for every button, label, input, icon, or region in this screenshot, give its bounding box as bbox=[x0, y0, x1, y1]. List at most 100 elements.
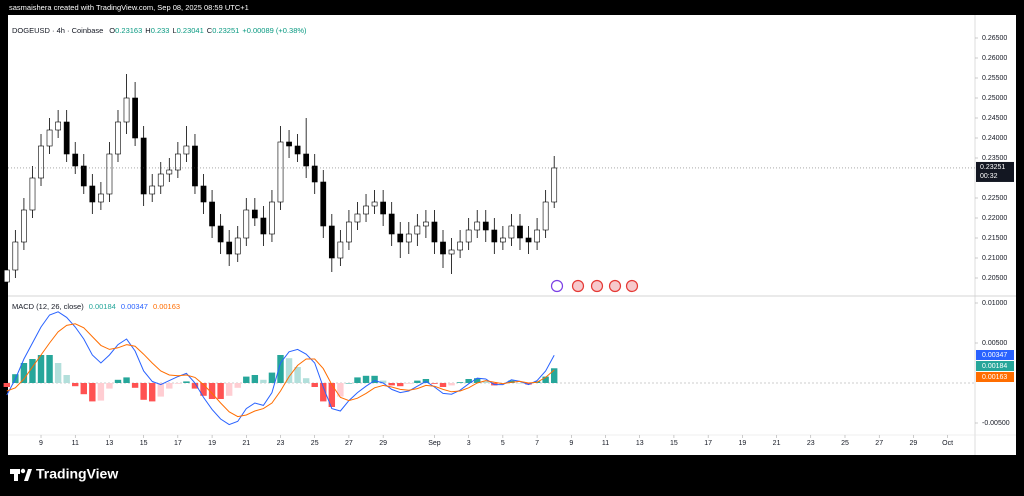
candle-body bbox=[234, 237, 241, 255]
candle-body bbox=[346, 221, 352, 243]
candle-body bbox=[500, 237, 506, 243]
y-tick-label: 0.22000 bbox=[982, 215, 1007, 222]
candle-body bbox=[491, 229, 498, 243]
candle-body bbox=[277, 141, 284, 203]
countdown-label: 00:32 bbox=[980, 173, 998, 180]
y-tick-label: 0.20500 bbox=[982, 275, 1007, 282]
histogram-bar bbox=[362, 375, 370, 383]
candle-body bbox=[55, 121, 61, 131]
macd-line bbox=[6, 311, 555, 426]
candle-body bbox=[423, 221, 429, 227]
histogram-bar bbox=[448, 383, 455, 386]
histogram-bar bbox=[89, 383, 96, 402]
legend-value: 0.23163 bbox=[115, 26, 142, 35]
legend-key: H bbox=[145, 26, 150, 35]
histogram-bar bbox=[397, 383, 404, 387]
candle-body bbox=[166, 169, 173, 175]
legend: MACD (12, 26, close) 0.00184 0.00347 0.0016… bbox=[12, 302, 180, 311]
histogram-bar bbox=[354, 377, 361, 383]
macd-line bbox=[6, 323, 555, 418]
x-tick-label: 23 bbox=[277, 440, 285, 447]
histogram-bar bbox=[294, 367, 301, 383]
histogram-bar bbox=[311, 383, 318, 387]
histogram-bar bbox=[20, 363, 28, 383]
candle-body bbox=[371, 201, 378, 207]
candle-body bbox=[98, 193, 104, 203]
logo-slash bbox=[24, 469, 32, 481]
x-tick-label: Oct bbox=[942, 440, 953, 447]
y-tick-label: 0.21000 bbox=[982, 255, 1007, 262]
histogram-bar bbox=[234, 383, 241, 388]
brand-logo bbox=[10, 468, 32, 481]
event-icon bbox=[571, 279, 585, 293]
y-tick-label: 0.23500 bbox=[982, 155, 1007, 162]
x-tick-label: 7 bbox=[535, 440, 539, 447]
candle-body bbox=[72, 153, 79, 167]
candle-body bbox=[431, 221, 438, 243]
histogram-bar bbox=[320, 383, 327, 402]
x-tick-label: 5 bbox=[501, 440, 505, 447]
x-tick-label: 19 bbox=[208, 440, 216, 447]
logo-stem bbox=[14, 469, 18, 481]
histogram-bar bbox=[345, 383, 353, 384]
legend-key: C bbox=[207, 26, 213, 35]
histogram-bar bbox=[371, 375, 378, 383]
price-label: 0.23251 bbox=[980, 164, 1005, 171]
candle-body bbox=[80, 165, 87, 187]
histogram-bar bbox=[208, 383, 216, 399]
header-text: sasmaishera created with TradingView.com… bbox=[9, 3, 249, 12]
candle-body bbox=[63, 121, 70, 155]
candle-body bbox=[123, 97, 130, 123]
candle-body bbox=[106, 153, 113, 195]
value-label: 0.00163 bbox=[982, 374, 1007, 381]
histogram-bar bbox=[542, 376, 549, 383]
histogram-bar bbox=[525, 383, 532, 385]
candle-body bbox=[354, 213, 361, 223]
event-icon bbox=[608, 279, 622, 293]
histogram-bar bbox=[200, 383, 207, 396]
histogram-bar bbox=[97, 383, 105, 401]
x-tick-label: 17 bbox=[704, 440, 712, 447]
y-tick-label: 0.25000 bbox=[982, 95, 1007, 102]
candle-body bbox=[286, 141, 292, 147]
histogram-bar bbox=[114, 379, 122, 383]
histogram-bar bbox=[174, 383, 182, 384]
histogram-bar bbox=[388, 383, 395, 386]
value-label: 0.00347 bbox=[982, 352, 1007, 359]
histogram-bar bbox=[550, 368, 558, 383]
event-icons bbox=[550, 279, 639, 293]
y-tick-label: 0.22500 bbox=[982, 195, 1007, 202]
candle-body bbox=[440, 241, 446, 255]
legend-symbol: DOGEUSD · 4h · Coinbase bbox=[12, 26, 103, 35]
event-icon bbox=[590, 279, 604, 293]
histogram-bar bbox=[54, 363, 62, 383]
legend-change: +0.00089 (+0.38%) bbox=[242, 26, 307, 35]
x-tick-label: Sep bbox=[428, 440, 441, 447]
y-tick-label: -0.00500 bbox=[982, 420, 1010, 427]
brand-name: TradingView bbox=[36, 466, 118, 482]
x-tick-label: 25 bbox=[841, 440, 849, 447]
candle-body bbox=[448, 249, 455, 255]
candle-body bbox=[46, 129, 53, 147]
x-tick-label: 3 bbox=[467, 440, 471, 447]
legend-value: 0.23041 bbox=[177, 26, 204, 35]
histogram-bar bbox=[191, 383, 199, 389]
histogram-bar bbox=[63, 375, 70, 383]
candle-body bbox=[140, 137, 147, 195]
logo-dot bbox=[20, 468, 26, 474]
candle-body bbox=[132, 97, 138, 139]
candle-body bbox=[534, 229, 540, 243]
x-tick-label: 13 bbox=[106, 440, 114, 447]
histogram-bar bbox=[29, 359, 36, 383]
histogram-bar bbox=[157, 383, 164, 397]
candle-body bbox=[328, 225, 335, 259]
histogram-bar bbox=[140, 383, 147, 400]
x-tick-label: 11 bbox=[602, 440, 609, 447]
x-tick-label: 25 bbox=[311, 440, 319, 447]
y-tick-label: 0.21500 bbox=[982, 235, 1007, 242]
candle-body bbox=[149, 185, 156, 195]
y-tick-label: 0.01000 bbox=[982, 300, 1007, 307]
candle-body bbox=[38, 145, 44, 179]
